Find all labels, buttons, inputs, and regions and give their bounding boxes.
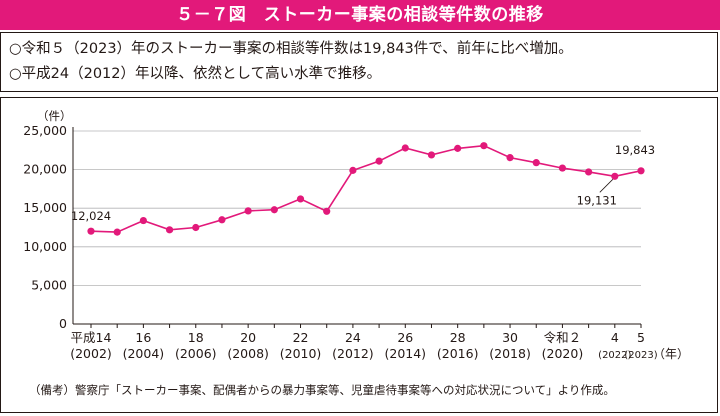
data-point	[532, 159, 540, 167]
data-point	[427, 151, 436, 159]
data-point	[349, 166, 357, 174]
figure-title: ５－７図 ストーカー事案の相談等件数の推移	[0, 0, 720, 30]
data-label: 12,024	[71, 209, 111, 223]
x-tick-label: 22	[293, 330, 309, 345]
x-tick-year-label: (2022)	[598, 350, 631, 361]
x-tick-year-label: (2006)	[175, 346, 217, 361]
annotation-leader	[599, 179, 614, 193]
y-axis-unit: （件）	[37, 109, 72, 123]
y-tick-label: 5,000	[31, 277, 67, 292]
x-tick-label: 16	[135, 330, 151, 345]
x-tick-year-label: (2004)	[123, 346, 165, 361]
x-tick-year-label: (2018)	[489, 346, 531, 361]
data-point	[244, 207, 252, 215]
x-tick-label: 4	[611, 330, 619, 345]
chart-labels: 05,00010,00015,00020,00025,000（件）平成14(20…	[23, 109, 689, 361]
x-tick-label: 18	[188, 330, 204, 345]
data-point	[401, 144, 409, 152]
series-line	[87, 142, 645, 236]
data-point	[506, 154, 514, 162]
x-tick-year-label: (2014)	[384, 346, 426, 361]
x-tick-label: 28	[450, 330, 466, 345]
data-point	[87, 227, 95, 235]
y-tick-label: 10,000	[23, 239, 67, 254]
chart-frame: 0 5,000 10,000 15,000 20,000 25,000 （件） 平成14 (20…	[0, 97, 718, 413]
data-point	[611, 172, 619, 180]
data-point	[296, 195, 305, 203]
data-label: 19,843	[615, 143, 655, 157]
summary-line-1: ○令和５（2023）年のストーカー事案の相談等件数は19,843件で、前年に比べ…	[9, 41, 573, 57]
y-tick-label: 25,000	[23, 123, 67, 138]
y-tick-label: 20,000	[23, 162, 67, 177]
gridlines	[73, 130, 641, 286]
x-tick-label: 30	[502, 330, 518, 345]
data-point	[270, 206, 278, 214]
y-tick-label: 15,000	[23, 200, 67, 215]
data-point	[113, 228, 121, 236]
data-point	[558, 164, 567, 172]
data-point	[218, 216, 226, 224]
y-tick-label: 0	[59, 316, 67, 331]
data-label: 19,131	[577, 193, 617, 207]
x-axis-unit: （年）	[653, 347, 689, 361]
data-point	[454, 144, 462, 152]
x-tick-label: 平成14	[71, 330, 112, 345]
data-point	[637, 167, 645, 175]
summary-line-2: ○平成24（2012）年以降、依然として高い水準で推移。	[9, 66, 382, 82]
axes	[72, 127, 642, 328]
x-tick-label: 20	[240, 330, 256, 345]
x-tick-label: 24	[345, 330, 361, 345]
x-tick-year-label: (2023)	[624, 350, 657, 361]
data-point	[192, 223, 200, 232]
series-path	[90, 144, 642, 233]
x-tick-label: 26	[397, 330, 413, 345]
data-point	[139, 216, 147, 225]
x-tick-year-label: (2016)	[437, 346, 479, 361]
data-point	[480, 142, 488, 150]
x-tick-year-label: (2002)	[70, 346, 112, 361]
x-tick-year-label: (2012)	[332, 346, 374, 361]
data-point	[585, 168, 593, 176]
source-note: （備考）警察庁「ストーカー事案、配偶者からの暴力事案等、児童虐待事案等への対応状…	[29, 383, 615, 397]
x-tick-year-label: (2008)	[227, 346, 269, 361]
data-point	[165, 226, 174, 234]
data-point	[375, 157, 383, 165]
data-point	[323, 207, 331, 215]
summary-box: ○令和５（2023）年のストーカー事案の相談等件数は19,843件で、前年に比べ…	[0, 32, 718, 92]
line-chart: 05,00010,00015,00020,00025,000（件）平成14(20…	[23, 109, 689, 397]
x-tick-year-label: (2020)	[542, 346, 584, 361]
x-tick-year-label: (2010)	[280, 346, 322, 361]
x-tick-label: 令和２	[544, 330, 582, 345]
x-tick-label: 5	[637, 330, 645, 345]
